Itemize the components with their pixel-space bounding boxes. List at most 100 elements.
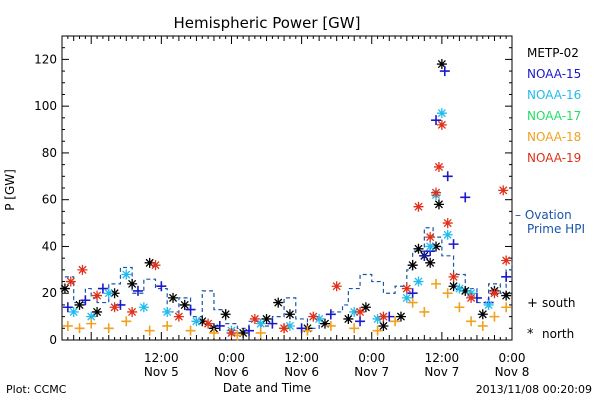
data-point — [127, 306, 138, 317]
data-point — [144, 325, 155, 336]
data-point — [425, 257, 436, 268]
data-point — [501, 255, 512, 266]
x-tick-date: Nov 7 — [354, 365, 389, 379]
data-point — [214, 320, 225, 331]
data-point — [74, 299, 85, 310]
data-point — [436, 108, 447, 119]
data-point — [460, 192, 471, 203]
data-point — [401, 283, 412, 294]
data-point — [498, 185, 509, 196]
y-tick-label: 20 — [42, 286, 57, 300]
data-point — [489, 311, 500, 322]
data-point — [355, 316, 366, 327]
data-point — [325, 320, 336, 331]
data-point — [255, 318, 266, 329]
ovation-prime-hpi-line — [64, 227, 513, 329]
data-point — [442, 171, 453, 182]
data-point — [238, 327, 249, 338]
plot-credit: Plot: CCMC — [6, 383, 67, 396]
x-tick-date: Nov 6 — [284, 365, 319, 379]
legend: METP-02 NOAA-15 NOAA-16 NOAA-17 NOAA-18 NOAA-… — [515, 46, 585, 342]
data-point — [302, 325, 313, 336]
y-tick-label: 60 — [42, 193, 57, 207]
plot-timestamp: 2013/11/08 00:20:09 — [475, 383, 592, 396]
data-point — [226, 327, 237, 338]
data-point — [349, 306, 360, 317]
data-point — [372, 313, 383, 324]
data-point — [267, 318, 278, 329]
data-point — [92, 290, 103, 301]
data-point — [308, 311, 319, 322]
data-point — [439, 66, 450, 77]
legend-entry: NOAA-15 — [527, 67, 581, 81]
data-point — [448, 281, 459, 292]
data-point — [448, 271, 459, 282]
data-point — [431, 241, 442, 252]
data-point — [407, 297, 418, 308]
y-tick-label: 80 — [42, 146, 57, 160]
data-point — [466, 316, 477, 327]
data-point — [442, 218, 453, 229]
data-point — [477, 320, 488, 331]
data-point — [144, 257, 155, 268]
data-point — [220, 309, 231, 320]
x-tick-time: 0:00 — [218, 351, 245, 365]
x-tick-time: 0:00 — [358, 351, 385, 365]
x-tick-time: 12:00 — [425, 351, 460, 365]
data-point — [109, 302, 120, 313]
data-point — [442, 229, 453, 240]
legend-entry: NOAA-17 — [527, 109, 581, 123]
series-metp-02 — [59, 59, 512, 338]
x-tick-time: 12:00 — [284, 351, 319, 365]
data-point — [425, 241, 436, 252]
data-point — [413, 201, 424, 212]
data-point — [59, 283, 70, 294]
data-point — [185, 325, 196, 336]
data-point — [454, 283, 465, 294]
data-point — [162, 320, 173, 331]
data-point — [431, 187, 442, 198]
series-noaa-18 — [62, 278, 512, 341]
data-point — [296, 323, 307, 334]
data-point — [442, 288, 453, 299]
y-tick-label: 40 — [42, 239, 57, 253]
data-point — [249, 313, 260, 324]
satellite-data-points — [59, 59, 512, 341]
data-point — [62, 302, 73, 313]
data-point — [185, 304, 196, 315]
data-point — [65, 276, 76, 287]
data-point — [466, 292, 477, 303]
data-point — [156, 281, 167, 292]
data-point — [436, 119, 447, 130]
data-point — [395, 311, 406, 322]
x-tick-date: Nov 5 — [144, 365, 179, 379]
data-point — [132, 285, 143, 296]
data-point — [74, 323, 85, 334]
data-point — [372, 325, 383, 336]
y-tick-label: 100 — [34, 99, 57, 113]
data-point — [355, 306, 366, 317]
data-point — [168, 292, 179, 303]
data-point — [319, 318, 330, 329]
data-point — [284, 320, 295, 331]
data-point — [378, 320, 389, 331]
data-point — [501, 290, 512, 301]
series-noaa-16 — [68, 108, 494, 336]
data-point — [501, 271, 512, 282]
data-point — [489, 288, 500, 299]
chart-title: Hemispheric Power [GW] — [174, 14, 361, 32]
x-tick-date: Nov 8 — [495, 365, 530, 379]
data-point — [68, 306, 79, 317]
data-point — [433, 161, 444, 172]
series-noaa-19 — [65, 119, 512, 338]
data-point — [121, 269, 132, 280]
data-point — [197, 316, 208, 327]
ovation-step-line — [64, 227, 513, 329]
x-tick-time: 0:00 — [499, 351, 526, 365]
data-point — [413, 243, 424, 254]
legend-marker-label: north — [542, 327, 574, 341]
data-point — [150, 260, 161, 271]
legend-entry: NOAA-18 — [527, 130, 581, 144]
data-point — [413, 276, 424, 287]
data-point — [419, 306, 430, 317]
